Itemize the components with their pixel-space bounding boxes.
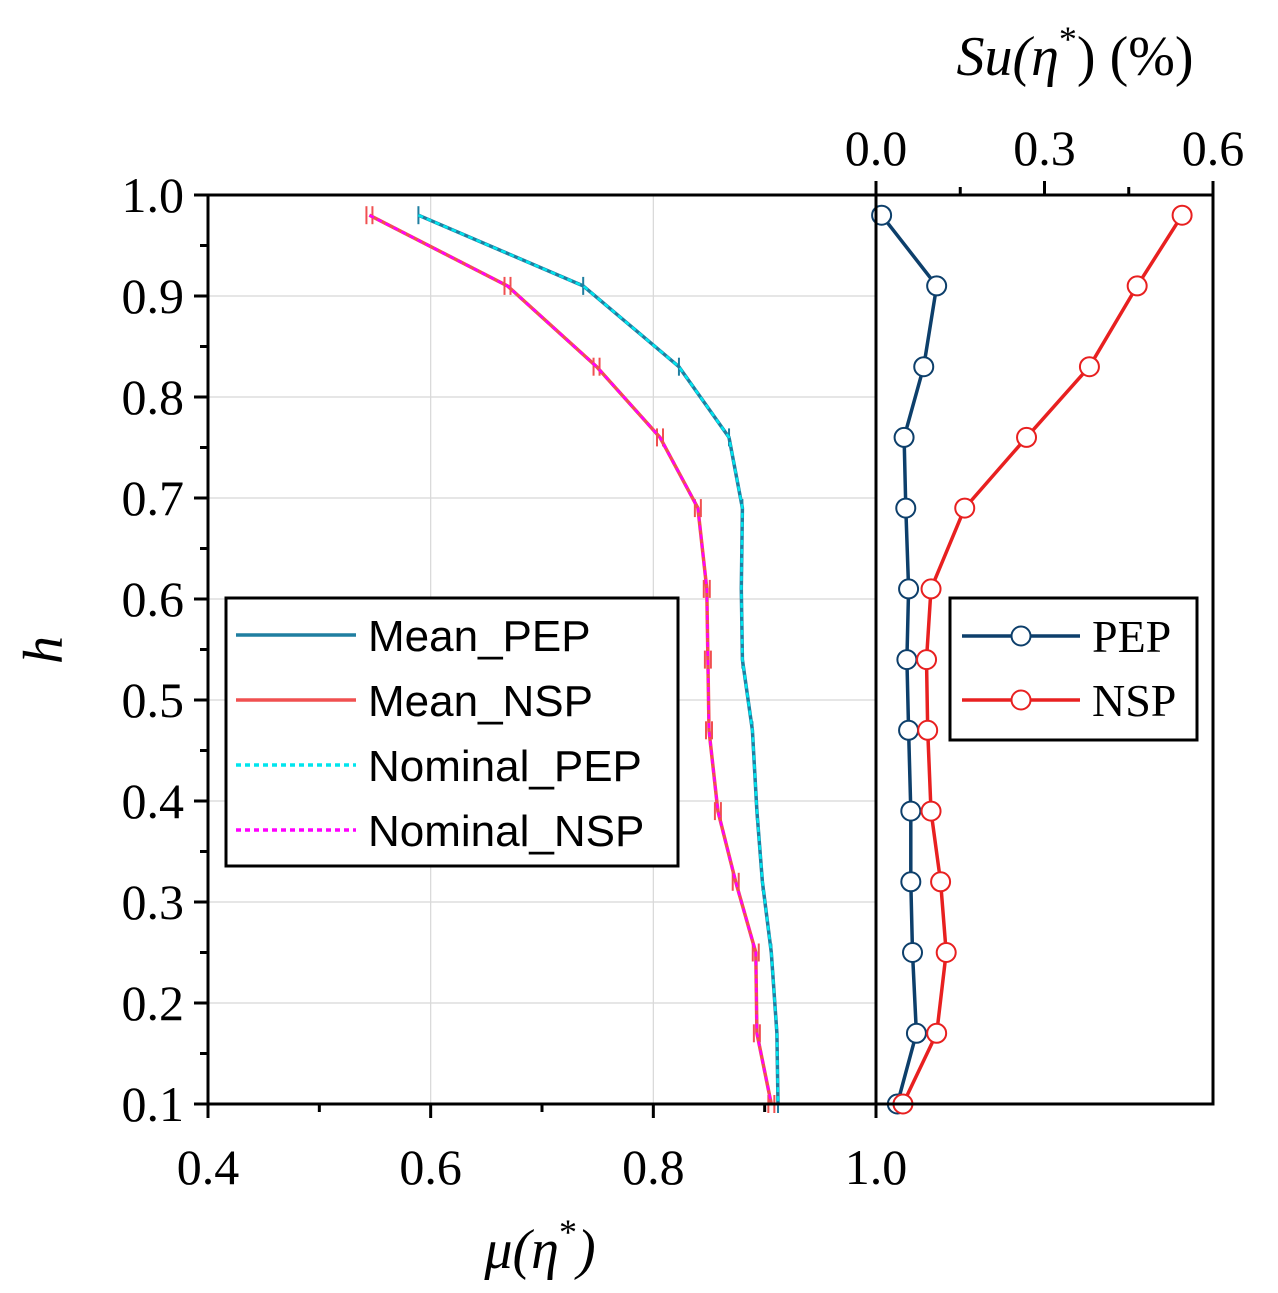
right-legend-box — [948, 596, 1199, 742]
x-bottom-axis-title: μ(η*) — [483, 1212, 595, 1281]
right-legend: PEP NSP — [948, 596, 1199, 742]
data-point-nsp — [1016, 426, 1038, 448]
y-tick-label: 1.0 — [122, 167, 185, 223]
legend-marker-nsp — [1010, 689, 1032, 711]
y-tick-label: 0.1 — [122, 1076, 185, 1132]
data-point-pep — [902, 942, 924, 963]
data-point-pep — [900, 871, 922, 893]
x-bottom-title-end: ) — [574, 1219, 596, 1281]
legend-label: NSP — [1092, 675, 1176, 726]
data-point-pep — [896, 649, 918, 671]
y-tick-label: 0.8 — [122, 369, 185, 425]
series-line-nominal-pep — [417, 214, 780, 1105]
x-top-title-main: Su(η — [956, 26, 1058, 88]
y-axis-tick-labels: 0.1 0.2 0.3 0.4 0.5 0.6 0.7 0.8 0.9 1.0 — [122, 167, 185, 1132]
data-point-nsp — [920, 578, 942, 600]
left-panel-series — [365, 206, 780, 1113]
y-tick-label: 0.7 — [122, 470, 185, 526]
x-top-tick-label: 0.0 — [845, 120, 908, 176]
x-bottom-tick-label: 1.0 — [845, 1139, 908, 1195]
legend-label: Mean_PEP — [368, 612, 591, 661]
data-point-nsp — [930, 871, 952, 893]
data-point-pep — [926, 275, 948, 297]
data-point-nsp — [1078, 356, 1100, 378]
data-point-pep — [913, 356, 935, 378]
y-tick-label: 0.5 — [122, 672, 185, 728]
data-point-pep — [905, 1022, 927, 1044]
data-point-nsp — [935, 942, 957, 963]
data-point-pep — [898, 719, 920, 741]
data-point-nsp — [916, 649, 938, 671]
x-top-tick-label: 0.3 — [1013, 120, 1076, 176]
y-tick-label: 0.4 — [122, 773, 185, 829]
x-bottom-tick-label: 0.4 — [177, 1139, 240, 1195]
x-bottom-title-main: μ(η — [483, 1219, 559, 1281]
x-top-title-end: ) (%) — [1077, 26, 1194, 88]
legend-marker-pep — [1010, 625, 1032, 647]
x-bottom-tick-label: 0.6 — [399, 1139, 462, 1195]
data-point-nsp — [1171, 204, 1193, 226]
data-point-pep — [893, 426, 915, 448]
data-point-pep — [898, 578, 920, 600]
legend-label: PEP — [1092, 611, 1171, 662]
data-point-nsp — [1126, 275, 1148, 297]
y-axis-ticks — [194, 193, 208, 1106]
left-legend: Mean_PEP Mean_NSP Nominal_PEP Nominal_NSP — [224, 596, 680, 868]
y-axis-title: h — [13, 636, 75, 664]
series-line-nominal-nsp — [368, 214, 773, 1105]
data-point-nsp — [926, 1022, 948, 1044]
x-bottom-tick-label: 0.8 — [622, 1139, 685, 1195]
x-top-tick-label: 0.6 — [1182, 120, 1245, 176]
legend-label: Nominal_NSP — [368, 807, 644, 856]
x-top-axis-tick-labels: 0.0 0.3 0.6 — [845, 120, 1245, 176]
legend-label: Mean_NSP — [368, 677, 593, 726]
data-point-nsp — [920, 800, 942, 822]
data-point-pep — [900, 800, 922, 822]
data-point-nsp — [917, 719, 939, 741]
x-bottom-axis-tick-labels: 0.4 0.6 0.8 1.0 — [177, 1139, 908, 1195]
x-top-axis-ticks — [874, 181, 1215, 195]
x-top-axis-title: Su(η*) (%) — [956, 19, 1193, 88]
data-point-nsp — [954, 497, 976, 519]
data-point-pep — [895, 497, 917, 519]
x-top-title-sup: * — [1059, 19, 1077, 59]
legend-label: Nominal_PEP — [368, 742, 642, 791]
y-tick-label: 0.2 — [122, 975, 185, 1031]
y-tick-label: 0.6 — [122, 571, 185, 627]
x-bottom-axis-ticks — [206, 1104, 878, 1118]
left-legend-box — [224, 596, 680, 868]
y-tick-label: 0.9 — [122, 268, 185, 324]
x-bottom-title-sup: * — [559, 1212, 577, 1252]
y-tick-label: 0.3 — [122, 874, 185, 930]
